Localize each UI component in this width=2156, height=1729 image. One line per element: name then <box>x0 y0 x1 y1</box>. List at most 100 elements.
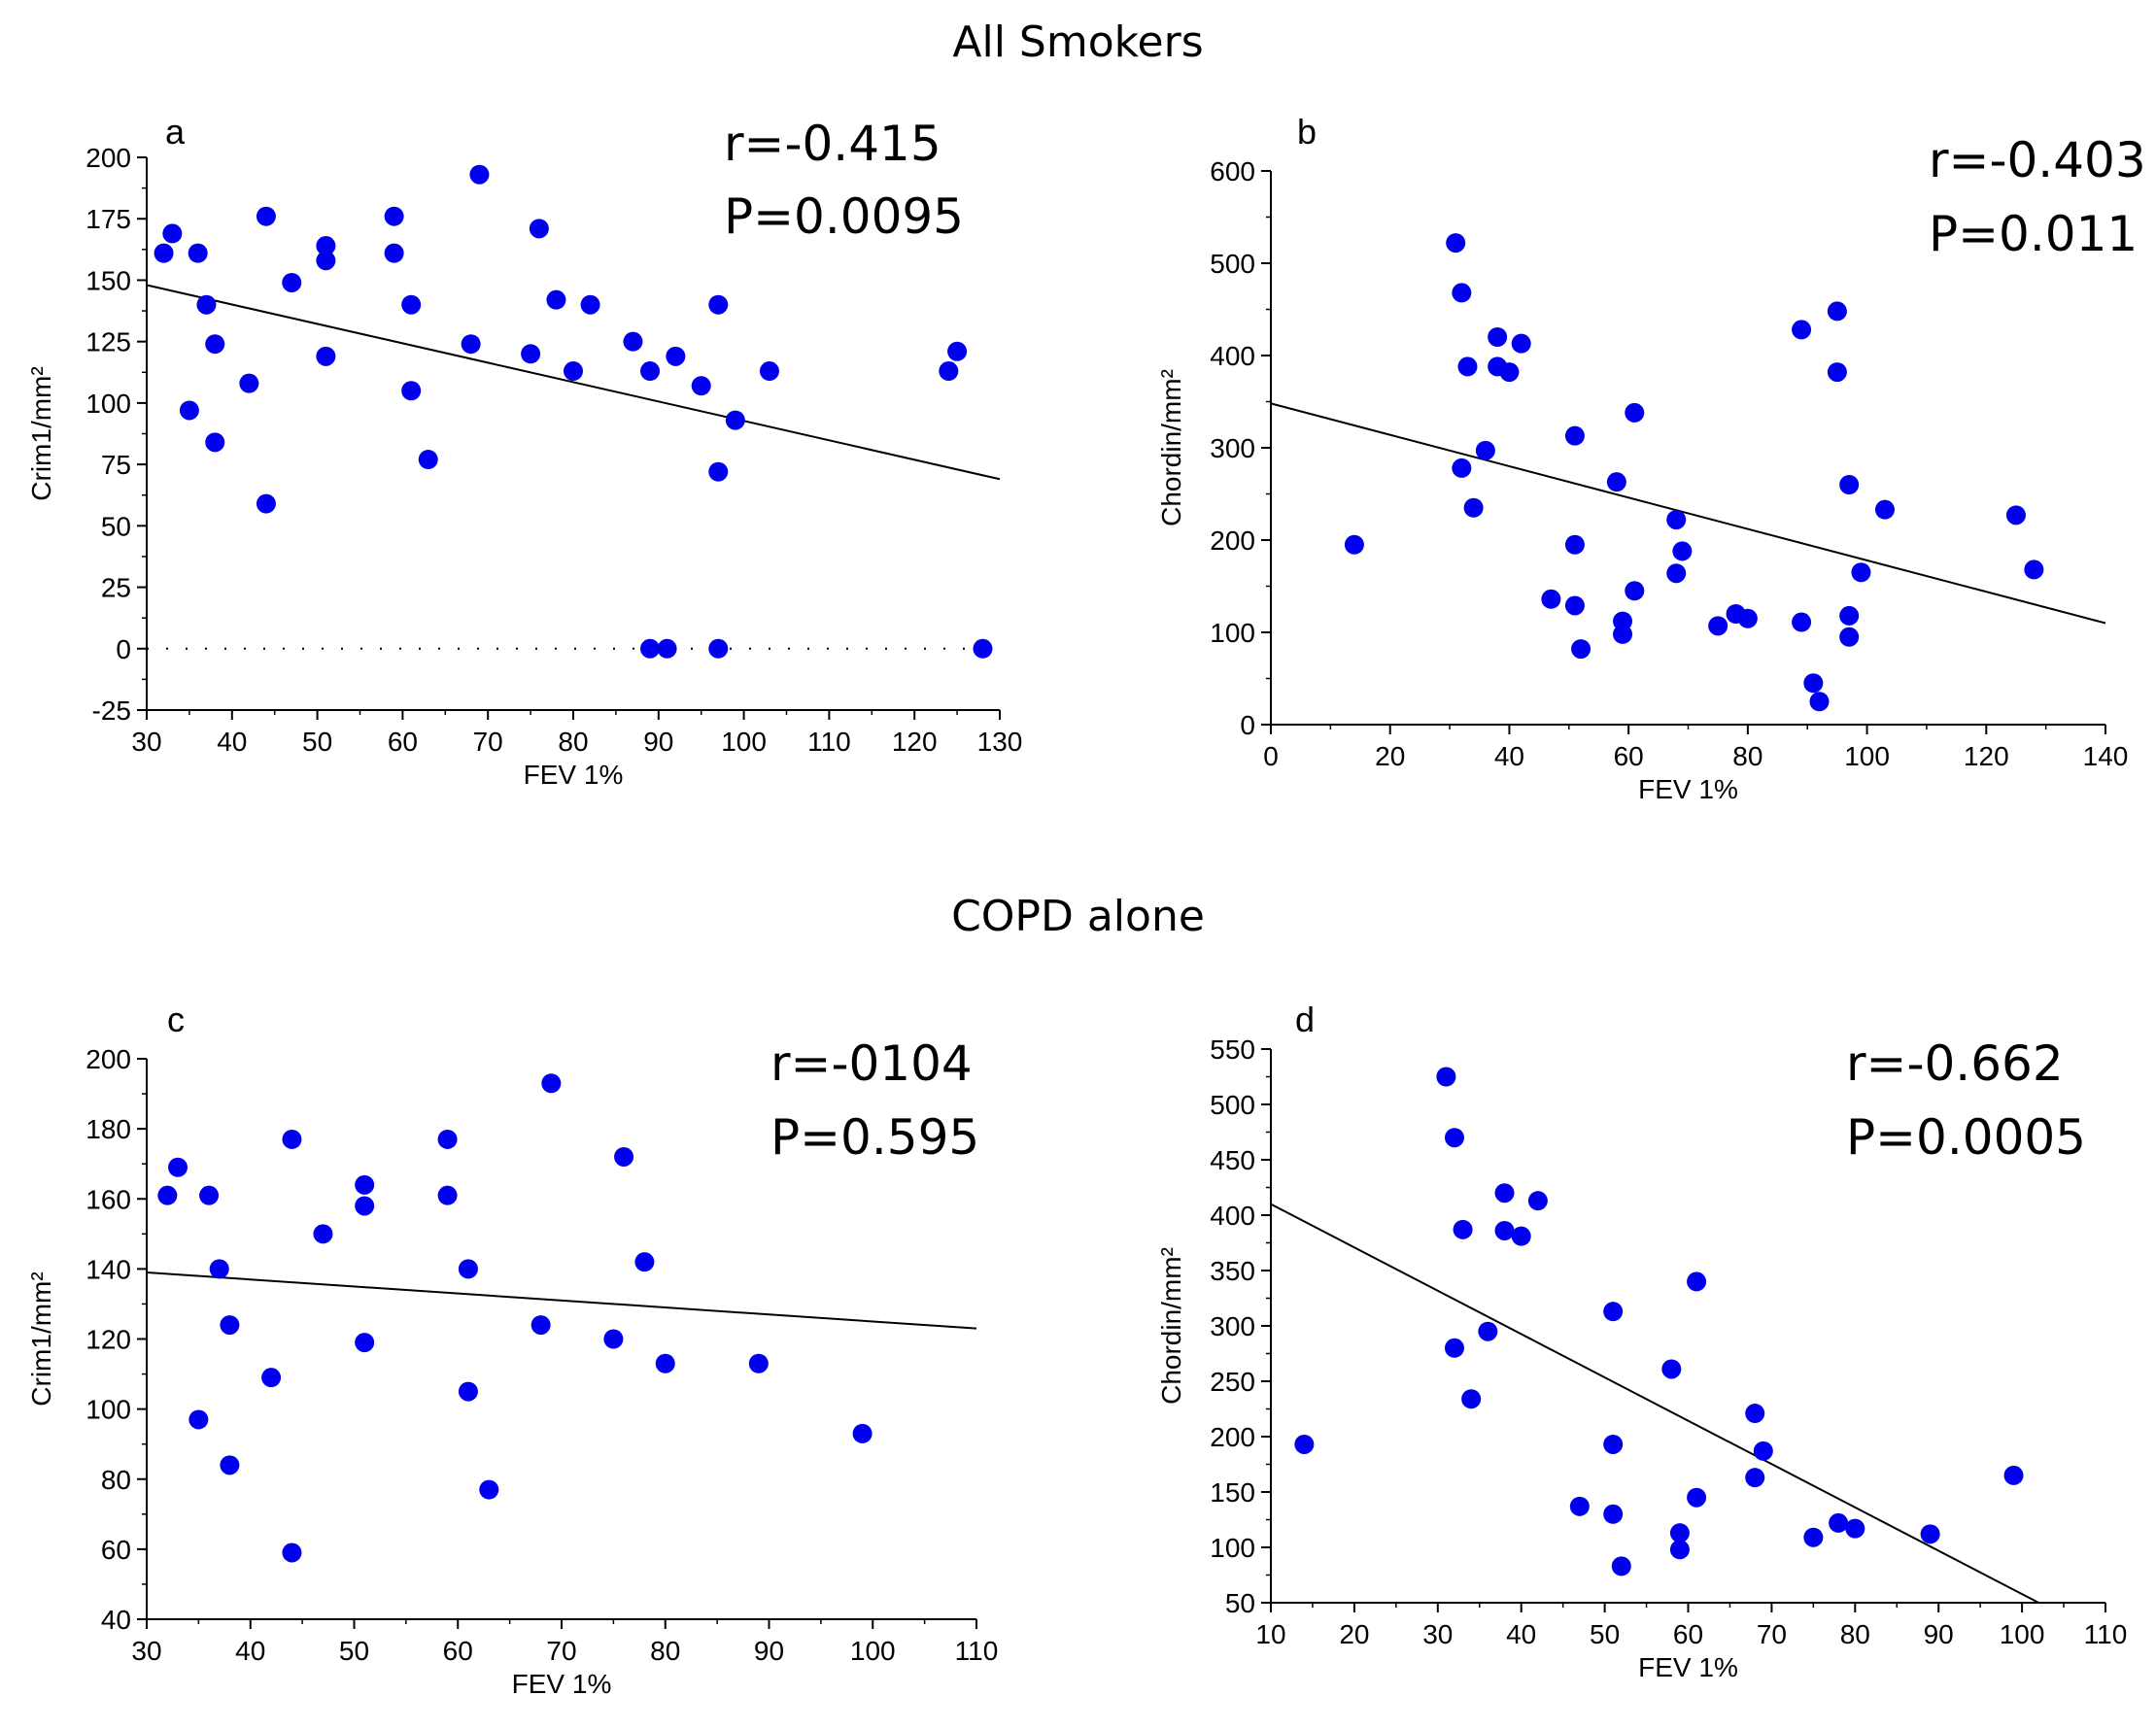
data-point <box>1625 581 1645 601</box>
data-point <box>2024 559 2044 580</box>
data-point <box>205 432 225 453</box>
x-tick-label: 100 <box>2000 1619 2045 1649</box>
data-point <box>1603 1302 1624 1322</box>
chart-panel-b: 0 20 40 60 80 100 120 140 0 100 200 300 400 500 600 FEV… <box>1156 112 2146 804</box>
data-point <box>1499 362 1520 383</box>
data-point <box>640 638 661 659</box>
x-tick-label: 50 <box>339 1636 369 1666</box>
chart-panel-c: 30 40 50 60 70 80 90 100 11040608010012014016018… <box>26 1000 998 1699</box>
x-tick-label: 60 <box>443 1636 473 1666</box>
panel-label: c <box>167 1000 185 1039</box>
data-point <box>640 361 661 382</box>
data-point <box>1569 1496 1590 1516</box>
data-point <box>614 1146 634 1167</box>
data-point <box>458 1259 478 1279</box>
x-tick-label: 40 <box>217 727 247 757</box>
data-point <box>355 1333 375 1353</box>
data-point <box>939 361 959 382</box>
y-tick-label: 140 <box>86 1254 131 1284</box>
data-point <box>1475 440 1495 460</box>
data-point <box>529 219 549 239</box>
y-tick-label: 50 <box>101 511 131 541</box>
data-point <box>1792 612 1812 632</box>
y-tick-label: 350 <box>1210 1256 1255 1286</box>
data-point <box>196 294 217 315</box>
data-point <box>1444 1338 1464 1358</box>
data-point <box>1809 692 1830 712</box>
y-tick-label: 150 <box>86 265 131 295</box>
y-tick-label: 450 <box>1210 1145 1255 1175</box>
data-point <box>634 1252 655 1272</box>
data-point <box>384 243 404 263</box>
x-tick-label: 100 <box>721 727 767 757</box>
data-point <box>220 1455 240 1475</box>
x-axis-title: FEV 1% <box>524 760 624 790</box>
data-point <box>199 1185 220 1205</box>
y-tick-label: 160 <box>86 1184 131 1214</box>
correlation-r-value: r=-0104 <box>770 1035 973 1092</box>
data-point <box>1792 320 1812 340</box>
y-tick-label: 80 <box>101 1465 131 1495</box>
data-point <box>313 1224 333 1244</box>
y-tick-label: 180 <box>86 1114 131 1144</box>
data-point <box>1687 1271 1707 1292</box>
data-point <box>1478 1321 1498 1341</box>
data-point <box>759 361 779 382</box>
y-tick-label: 40 <box>101 1605 131 1635</box>
data-point <box>1669 1540 1690 1560</box>
data-point <box>1461 1389 1482 1409</box>
data-point <box>947 341 968 361</box>
data-point <box>282 1543 302 1563</box>
data-point <box>1463 497 1484 518</box>
y-tick-label: 100 <box>1210 1533 1255 1563</box>
y-tick-label: 75 <box>101 450 131 480</box>
data-point <box>666 346 686 366</box>
y-axis-title: Crim1/mm² <box>26 1271 56 1406</box>
data-point <box>239 373 259 393</box>
data-point <box>1829 1512 1849 1533</box>
data-point <box>541 1073 562 1094</box>
y-axis-title: Chordin/mm² <box>1156 369 1186 526</box>
data-point <box>1745 1404 1765 1424</box>
data-point <box>209 1259 229 1279</box>
data-point <box>1571 639 1591 660</box>
data-point <box>1446 233 1466 254</box>
y-tick-label: 25 <box>101 573 131 603</box>
correlation-r-value: r=-0.415 <box>724 116 941 172</box>
data-point <box>708 294 729 315</box>
x-tick-label: 110 <box>2084 1619 2128 1649</box>
data-point <box>437 1185 458 1205</box>
regression-line <box>146 284 1001 481</box>
y-tick-label: 50 <box>1225 1588 1255 1618</box>
x-tick-label: 40 <box>235 1636 265 1666</box>
data-point <box>401 381 422 401</box>
regression-line <box>146 1271 977 1330</box>
y-tick-label: 125 <box>86 327 131 357</box>
x-tick-label: 130 <box>977 727 1023 757</box>
data-point <box>162 223 183 244</box>
x-tick-label: 60 <box>1614 741 1644 771</box>
x-tick-label: 10 <box>1255 1619 1285 1649</box>
data-point <box>1541 589 1561 609</box>
data-point <box>1436 1067 1456 1087</box>
section-title-copd-alone: COPD alone <box>951 892 1205 941</box>
data-point <box>530 1315 551 1336</box>
panel-label: a <box>165 112 186 152</box>
data-point <box>384 206 404 226</box>
y-tick-label: 500 <box>1210 1090 1255 1120</box>
data-point <box>1920 1524 1940 1544</box>
x-tick-label: 90 <box>754 1636 784 1666</box>
y-tick-label: 60 <box>101 1535 131 1565</box>
x-tick-label: 50 <box>1590 1619 1620 1649</box>
x-tick-label: 90 <box>1924 1619 1954 1649</box>
data-point <box>1494 1183 1515 1204</box>
x-tick-label: 80 <box>1840 1619 1870 1649</box>
data-point <box>168 1157 188 1177</box>
x-tick-label: 140 <box>2083 741 2129 771</box>
data-point <box>1494 1220 1515 1240</box>
data-point <box>1803 673 1824 694</box>
x-tick-label: 50 <box>302 727 332 757</box>
data-point <box>580 294 600 315</box>
section-title-all-smokers: All Smokers <box>952 17 1204 67</box>
